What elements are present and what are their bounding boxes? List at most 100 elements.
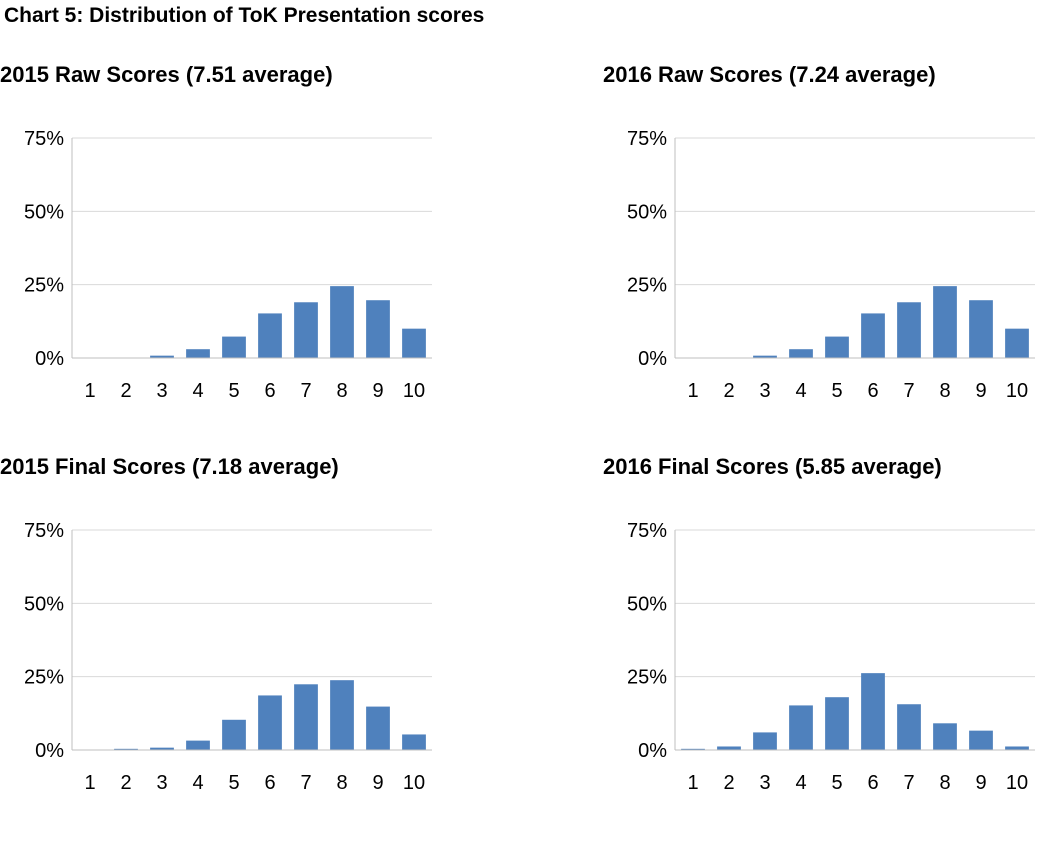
chart-svg: 0% 25% 50% 75% 1 2 3 4 5 6 7 8 9 10 — [627, 520, 1035, 794]
x-tick-label: 1 — [687, 380, 698, 402]
x-tick-label: 8 — [336, 380, 347, 402]
bar — [186, 349, 210, 358]
x-tick-label: 3 — [156, 380, 167, 402]
bar — [825, 336, 849, 358]
y-tick-label: 0% — [638, 740, 667, 762]
x-tick-label: 9 — [372, 772, 383, 794]
x-tick-label: 4 — [795, 380, 806, 402]
x-tick-label: 7 — [300, 772, 311, 794]
chart-panel: 2015 Final Scores (7.18 average) 0% 25% 50… — [0, 454, 440, 854]
x-tick-label: 10 — [1006, 380, 1028, 402]
bar — [258, 313, 282, 358]
x-tick-label: 6 — [867, 380, 878, 402]
chart-panel: 2015 Raw Scores (7.51 average) 0% 25% 50% 7… — [0, 62, 440, 462]
bar — [402, 328, 426, 358]
bar — [330, 680, 354, 750]
bar — [717, 746, 741, 750]
y-tick-label: 25% — [24, 667, 64, 689]
x-tick-label: 5 — [228, 380, 239, 402]
x-tick-label: 10 — [1006, 772, 1028, 794]
x-tick-label: 2 — [120, 772, 131, 794]
y-tick-label: 0% — [35, 740, 64, 762]
x-tick-label: 5 — [831, 380, 842, 402]
chart-panel: 2016 Final Scores (5.85 average) 0% 25% 50… — [603, 454, 1043, 854]
y-tick-label: 75% — [627, 520, 667, 542]
x-tick-label: 4 — [192, 380, 203, 402]
x-tick-label: 3 — [759, 380, 770, 402]
panel-title: 2016 Raw Scores (7.24 average) — [603, 62, 936, 87]
panel-title: 2016 Final Scores (5.85 average) — [603, 454, 942, 479]
bar — [402, 734, 426, 750]
y-tick-label: 50% — [627, 201, 667, 223]
bar — [789, 705, 813, 750]
y-tick-label: 75% — [24, 520, 64, 542]
x-tick-label: 6 — [264, 380, 275, 402]
bar — [897, 302, 921, 358]
bar — [969, 300, 993, 358]
chart-panel: 2016 Raw Scores (7.24 average) 0% 25% 50% 7… — [603, 62, 1043, 462]
x-tick-label: 6 — [867, 772, 878, 794]
x-tick-label: 1 — [84, 380, 95, 402]
x-tick-label: 1 — [687, 772, 698, 794]
x-tick-label: 4 — [192, 772, 203, 794]
x-tick-label: 5 — [228, 772, 239, 794]
chart-svg: 0% 25% 50% 75% 1 2 3 4 5 6 7 8 9 10 — [627, 128, 1035, 402]
bar — [861, 313, 885, 358]
x-tick-label: 7 — [300, 380, 311, 402]
bar — [114, 748, 138, 750]
bar — [150, 747, 174, 750]
bar — [222, 719, 246, 750]
bar — [933, 723, 957, 750]
y-tick-label: 50% — [627, 593, 667, 615]
bar — [789, 349, 813, 358]
x-tick-label: 9 — [372, 380, 383, 402]
x-tick-label: 8 — [939, 772, 950, 794]
x-tick-label: 9 — [975, 772, 986, 794]
x-tick-label: 4 — [795, 772, 806, 794]
bar — [753, 355, 777, 358]
x-tick-label: 9 — [975, 380, 986, 402]
y-tick-label: 25% — [627, 667, 667, 689]
bar — [897, 704, 921, 750]
bar — [861, 673, 885, 750]
x-tick-label: 10 — [403, 380, 425, 402]
bar — [366, 300, 390, 358]
bar — [825, 697, 849, 750]
x-tick-label: 5 — [831, 772, 842, 794]
y-tick-label: 75% — [627, 128, 667, 150]
y-tick-label: 50% — [24, 593, 64, 615]
bar — [681, 748, 705, 750]
bar — [1005, 328, 1029, 358]
bar — [366, 706, 390, 750]
x-tick-label: 1 — [84, 772, 95, 794]
chart-svg: 0% 25% 50% 75% 1 2 3 4 5 6 7 8 9 10 — [24, 128, 432, 402]
y-tick-label: 0% — [35, 348, 64, 370]
bar — [294, 684, 318, 750]
bar — [294, 302, 318, 358]
x-tick-label: 2 — [120, 380, 131, 402]
x-tick-label: 8 — [336, 772, 347, 794]
bar — [1005, 746, 1029, 750]
y-tick-label: 50% — [24, 201, 64, 223]
x-tick-label: 3 — [759, 772, 770, 794]
x-tick-label: 7 — [903, 380, 914, 402]
bar — [150, 355, 174, 358]
bar — [222, 336, 246, 358]
x-tick-label: 7 — [903, 772, 914, 794]
x-tick-label: 6 — [264, 772, 275, 794]
bar — [753, 732, 777, 750]
x-tick-label: 3 — [156, 772, 167, 794]
y-tick-label: 0% — [638, 348, 667, 370]
y-tick-label: 25% — [24, 275, 64, 297]
bar — [933, 286, 957, 358]
x-tick-label: 2 — [723, 772, 734, 794]
bar — [258, 695, 282, 750]
bar — [969, 730, 993, 750]
panel-title: 2015 Raw Scores (7.51 average) — [0, 62, 333, 87]
x-tick-label: 10 — [403, 772, 425, 794]
bar — [330, 286, 354, 358]
bar — [186, 740, 210, 750]
chart-main-title: Chart 5: Distribution of ToK Presentatio… — [4, 4, 485, 27]
x-tick-label: 8 — [939, 380, 950, 402]
panel-title: 2015 Final Scores (7.18 average) — [0, 454, 339, 479]
